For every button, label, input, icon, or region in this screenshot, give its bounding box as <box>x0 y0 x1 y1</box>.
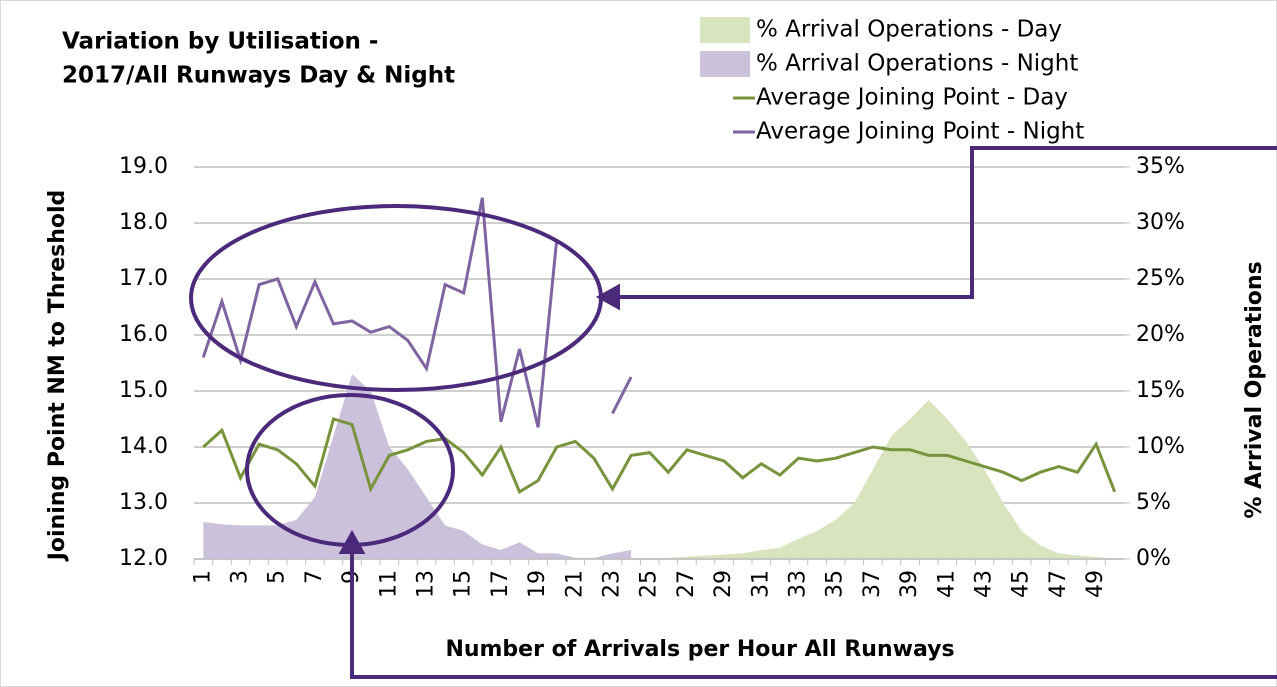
y-tick-label: 13.0 <box>119 490 168 515</box>
x-tick-label: 15 <box>451 570 476 598</box>
x-tick-label: 37 <box>860 570 885 598</box>
x-tick-label: 23 <box>600 570 625 598</box>
x-tick-label: 49 <box>1083 570 1108 598</box>
line <box>201 197 559 428</box>
area <box>203 399 1115 559</box>
legend: % Arrival Operations - Day % Arrival Oper… <box>700 17 1084 145</box>
legend-label: % Arrival Operations - Night <box>756 51 1078 77</box>
x-tick-label: 27 <box>674 570 699 598</box>
legend-label: Average Joining Point - Night <box>756 119 1084 145</box>
x-tick-label: 43 <box>972 570 997 598</box>
y-tick-label: 19.0 <box>119 154 168 179</box>
y2-tick-label: 35% <box>1136 154 1185 179</box>
x-tick-label: 17 <box>488 570 513 598</box>
area <box>203 374 632 559</box>
x-tick-label: 35 <box>823 570 848 598</box>
line <box>611 376 633 415</box>
y-tick-label: 14.0 <box>119 434 168 459</box>
x-tick-label: 45 <box>1009 570 1034 598</box>
y2-tick-label: 0% <box>1136 546 1171 571</box>
legend-swatch <box>700 17 750 43</box>
plot-area: 12.0 13.0 14.0 15.0 16.0 17.0 18.0 19.0 0% 5% 10% 1… <box>119 154 1185 598</box>
annotation-arrow <box>612 146 1277 299</box>
y-tick-label: 17.0 <box>119 266 168 291</box>
x-axis-title: Number of Arrivals per Hour All Runways <box>445 637 954 662</box>
y2-tick-label: 30% <box>1136 210 1185 235</box>
chart-title: 2017/All Runways Day & Night <box>62 63 455 89</box>
arrow-head <box>338 529 366 554</box>
y-tick-label: 16.0 <box>119 322 168 347</box>
x-tick-label: 47 <box>1046 570 1071 598</box>
y2-tick-label: 10% <box>1136 434 1185 459</box>
y2-tick-label: 20% <box>1136 322 1185 347</box>
x-tick-label: 5 <box>265 570 290 584</box>
x-tick-label: 19 <box>525 570 550 598</box>
y2-tick-label: 25% <box>1136 266 1185 291</box>
annotations <box>189 146 1277 679</box>
y2-axis-title: % Arrival Operations <box>1242 261 1267 518</box>
legend-label: % Arrival Operations - Day <box>756 17 1062 43</box>
line <box>202 417 1117 494</box>
y-tick-label: 18.0 <box>119 210 168 235</box>
x-tick-label: 41 <box>934 570 959 598</box>
legend-label: Average Joining Point - Day <box>756 85 1068 111</box>
x-tick-label: 7 <box>302 570 327 584</box>
x-tick-label: 11 <box>376 570 401 598</box>
annotation-arrow <box>350 546 1277 679</box>
x-tick-label: 25 <box>637 570 662 598</box>
y-tick-label: 15.0 <box>119 378 168 403</box>
y2-tick-label: 15% <box>1136 378 1185 403</box>
x-tick-label: 33 <box>786 570 811 598</box>
y-tick-label: 12.0 <box>119 546 168 571</box>
x-tick-label: 1 <box>190 570 215 584</box>
legend-swatch <box>700 51 750 77</box>
x-tick-label: 13 <box>414 570 439 598</box>
x-tick-label: 21 <box>562 570 587 598</box>
y2-tick-label: 5% <box>1136 490 1171 515</box>
x-tick-label: 31 <box>748 570 773 598</box>
x-tick-label: 39 <box>897 570 922 598</box>
y-axis-title: Joining Point NM to Threshold <box>45 190 70 563</box>
x-tick-label: 29 <box>711 570 736 598</box>
arrow-head <box>595 283 620 311</box>
x-tick-label: 3 <box>228 570 253 584</box>
chart-title: Variation by Utilisation - <box>62 29 378 55</box>
